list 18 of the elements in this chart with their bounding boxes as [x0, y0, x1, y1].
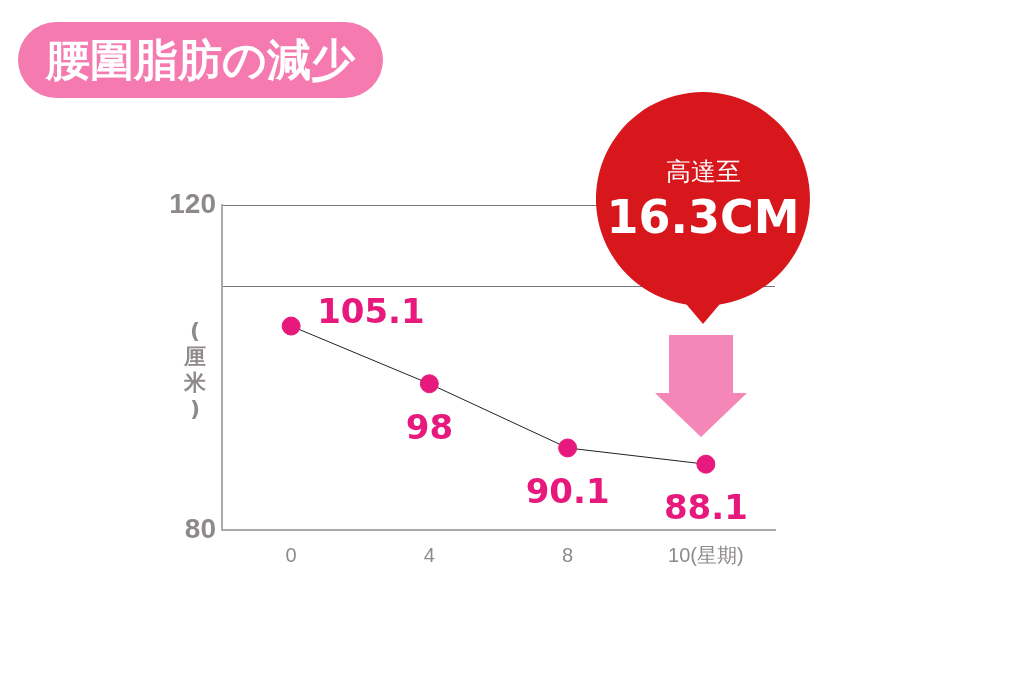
- point: [696, 454, 716, 474]
- y-axis-title: (厘米): [183, 318, 207, 422]
- text: 高達至: [664, 156, 742, 188]
- y-tick-label: 120: [169, 187, 216, 219]
- data-label: 90.1: [525, 470, 610, 511]
- chart-title: 腰圍脂肪の減少: [18, 22, 383, 98]
- x-tick-label: 4: [423, 543, 435, 566]
- point: [558, 438, 578, 458]
- y-tick-label: 80: [184, 512, 216, 544]
- point: [419, 374, 439, 394]
- data-label: 88.1: [663, 487, 748, 528]
- data-label: 98: [405, 406, 454, 447]
- x-tick-label: 0: [285, 543, 297, 566]
- x-tick-label: 10(星期): [668, 543, 744, 566]
- point: [281, 316, 301, 336]
- data-label: 105.1: [317, 290, 425, 331]
- x-tick-label: 8: [562, 543, 574, 566]
- annotation: 16.3CM: [605, 190, 801, 244]
